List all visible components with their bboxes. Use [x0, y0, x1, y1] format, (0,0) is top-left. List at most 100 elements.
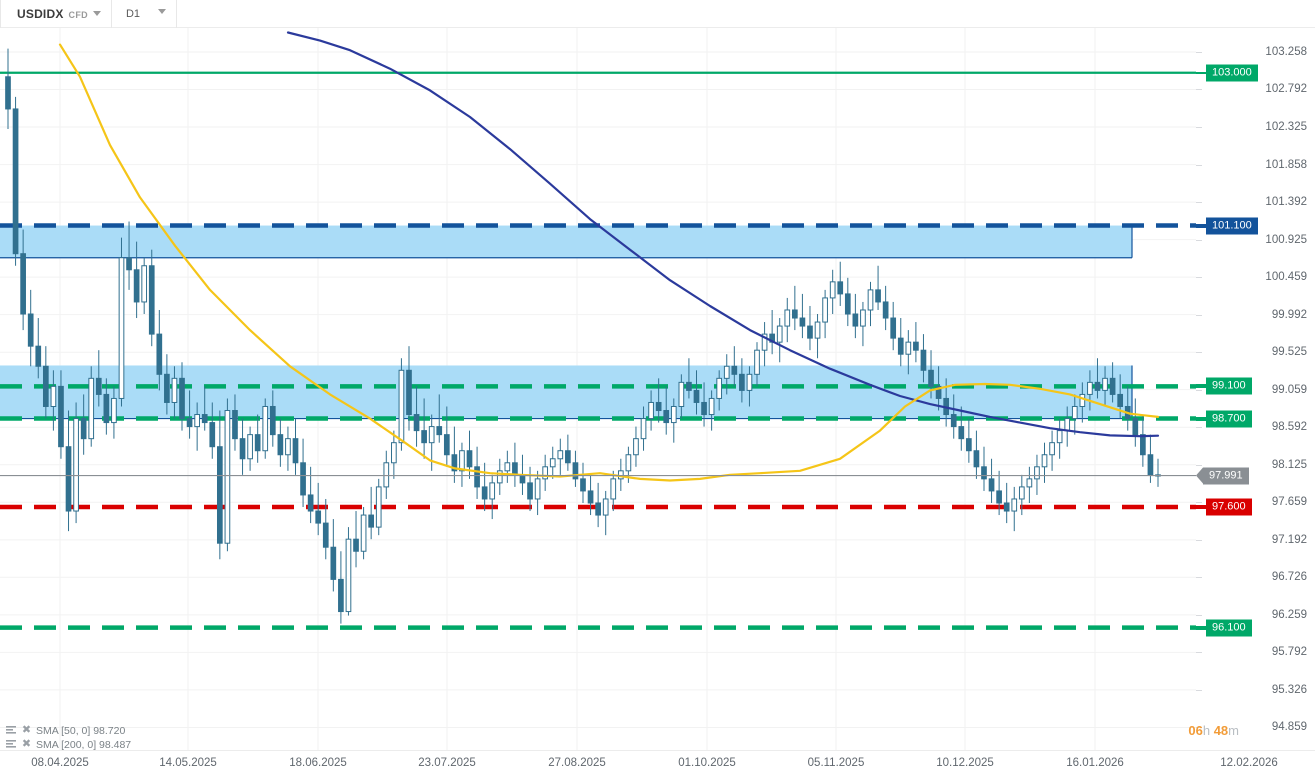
- candle-body: [436, 426, 443, 436]
- close-icon[interactable]: ✖: [21, 724, 32, 736]
- candle-body: [966, 438, 972, 452]
- list-item[interactable]: ✖ SMA [50, 0] 98.720: [6, 724, 131, 737]
- candle-body: [12, 108, 19, 255]
- time-axis[interactable]: 08.04.2025 14.05.2025 18.06.2025 23.07.2025…: [0, 750, 1315, 779]
- list-item[interactable]: ✖ SMA [200, 0] 98.487: [6, 738, 131, 751]
- candle-body: [315, 510, 322, 524]
- candle-body: [875, 289, 881, 303]
- price-axis-tick: 97.659: [1271, 496, 1307, 509]
- symbol-selector[interactable]: USDIDX CFD: [1, 0, 111, 28]
- candle-body: [368, 514, 375, 528]
- candle-body: [693, 389, 700, 403]
- candle-body: [80, 418, 87, 440]
- candle-body: [428, 426, 435, 444]
- candle-body: [164, 373, 170, 403]
- price-axis-tick-mark: [1196, 239, 1202, 241]
- candle-body: [1071, 405, 1078, 420]
- sma200-legend-label: SMA [200, 0] 98.487: [36, 738, 132, 751]
- candle-body: [1003, 502, 1010, 512]
- candle-body: [421, 430, 427, 444]
- price-axis-tick: 99.059: [1271, 383, 1307, 396]
- candle-body: [1147, 454, 1154, 476]
- candle-body: [481, 486, 488, 500]
- candle-body: [716, 377, 723, 399]
- candle-body: [322, 522, 329, 548]
- price-level-tag-connector: [1196, 625, 1206, 630]
- candle-body: [723, 365, 730, 379]
- price-axis-tick-mark: [1196, 689, 1202, 691]
- current-price-tag[interactable]: 97.991: [1196, 467, 1249, 485]
- candle-body: [224, 410, 231, 544]
- candle-body: [383, 462, 390, 488]
- candle-body: [360, 514, 367, 552]
- symbol-name: USDIDX: [17, 6, 64, 21]
- price-axis-tick: 100.459: [1265, 271, 1307, 284]
- candle-body: [822, 297, 828, 323]
- price-level-tag[interactable]: 103.000: [1206, 64, 1258, 82]
- candle-body: [602, 498, 609, 516]
- price-axis-tick-mark: [1196, 427, 1202, 429]
- candle-body: [648, 401, 654, 420]
- candle-body: [625, 454, 632, 472]
- chevron-down-icon[interactable]: [92, 10, 101, 16]
- candle-body: [247, 434, 253, 460]
- candle-body: [118, 257, 125, 399]
- price-axis-tick: 102.325: [1265, 121, 1307, 134]
- time-axis-tick: 01.10.2025: [678, 757, 736, 769]
- candle-body: [466, 450, 473, 468]
- price-level-tag[interactable]: 101.100: [1206, 217, 1258, 235]
- candle-body: [905, 341, 912, 355]
- price-axis-tick: 103.258: [1265, 46, 1307, 58]
- chevron-down-icon[interactable]: [158, 9, 167, 14]
- toolbar-divider-right: [176, 0, 178, 28]
- price-level-tag[interactable]: 96.100: [1206, 619, 1252, 637]
- candle-body: [776, 325, 783, 343]
- bars-icon[interactable]: [6, 739, 17, 750]
- candle-body: [201, 414, 208, 424]
- price-level-tag[interactable]: 98.700: [1206, 410, 1252, 428]
- candle-body: [1094, 381, 1101, 391]
- price-axis-tick: 96.726: [1271, 571, 1307, 584]
- candle-body: [65, 446, 72, 512]
- close-icon[interactable]: ✖: [21, 738, 32, 750]
- price-axis-tick-mark: [1196, 502, 1202, 504]
- candle-body: [882, 301, 889, 319]
- candle-body: [216, 446, 223, 544]
- price-level-tag[interactable]: 97.600: [1206, 498, 1252, 516]
- candle-body: [451, 454, 458, 472]
- price-axis-tick-mark: [1196, 464, 1202, 466]
- price-axis-tick: 95.792: [1271, 646, 1307, 659]
- bars-icon[interactable]: [6, 725, 17, 736]
- candle-body: [209, 422, 216, 448]
- candlestick-series: [5, 48, 1161, 624]
- bar-countdown-timer: 06h 48m: [1188, 723, 1239, 738]
- candle-body: [443, 434, 450, 456]
- candle-body: [398, 369, 405, 444]
- chart-plot-area[interactable]: [0, 28, 1196, 750]
- price-axis-tick-mark: [1196, 352, 1202, 354]
- price-axis-tick-mark: [1196, 652, 1202, 654]
- price-axis[interactable]: 103.258 102.792 102.325 101.858 101.392 100.9…: [1196, 28, 1315, 771]
- time-axis-tick: 18.06.2025: [289, 757, 347, 769]
- candle-body: [1049, 442, 1055, 456]
- timeframe-selector[interactable]: D1: [112, 0, 176, 28]
- price-level-tag-connector: [1196, 71, 1206, 74]
- candle-body: [799, 317, 806, 327]
- candle-body: [111, 397, 117, 424]
- price-axis-tick-mark: [1196, 52, 1202, 53]
- indicator-legend: ✖ SMA [50, 0] 98.720 ✖ SMA [200, 0] 98.4…: [6, 724, 131, 751]
- candle-body: [807, 325, 813, 339]
- candle-body: [232, 410, 238, 440]
- candle-body: [512, 462, 518, 476]
- sma50-legend-label: SMA [50, 0] 98.720: [36, 724, 126, 737]
- sma200-path: [286, 31, 1160, 438]
- candle-body: [534, 478, 541, 500]
- price-axis-tick: 99.525: [1271, 346, 1307, 359]
- candle-body: [413, 414, 420, 432]
- price-level-tag[interactable]: 99.100: [1206, 377, 1252, 395]
- price-axis-tick: 101.858: [1265, 158, 1307, 171]
- candle-body: [595, 502, 601, 516]
- candle-body: [678, 381, 685, 407]
- candle-body: [754, 349, 760, 375]
- countdown-minutes: 48: [1213, 723, 1229, 738]
